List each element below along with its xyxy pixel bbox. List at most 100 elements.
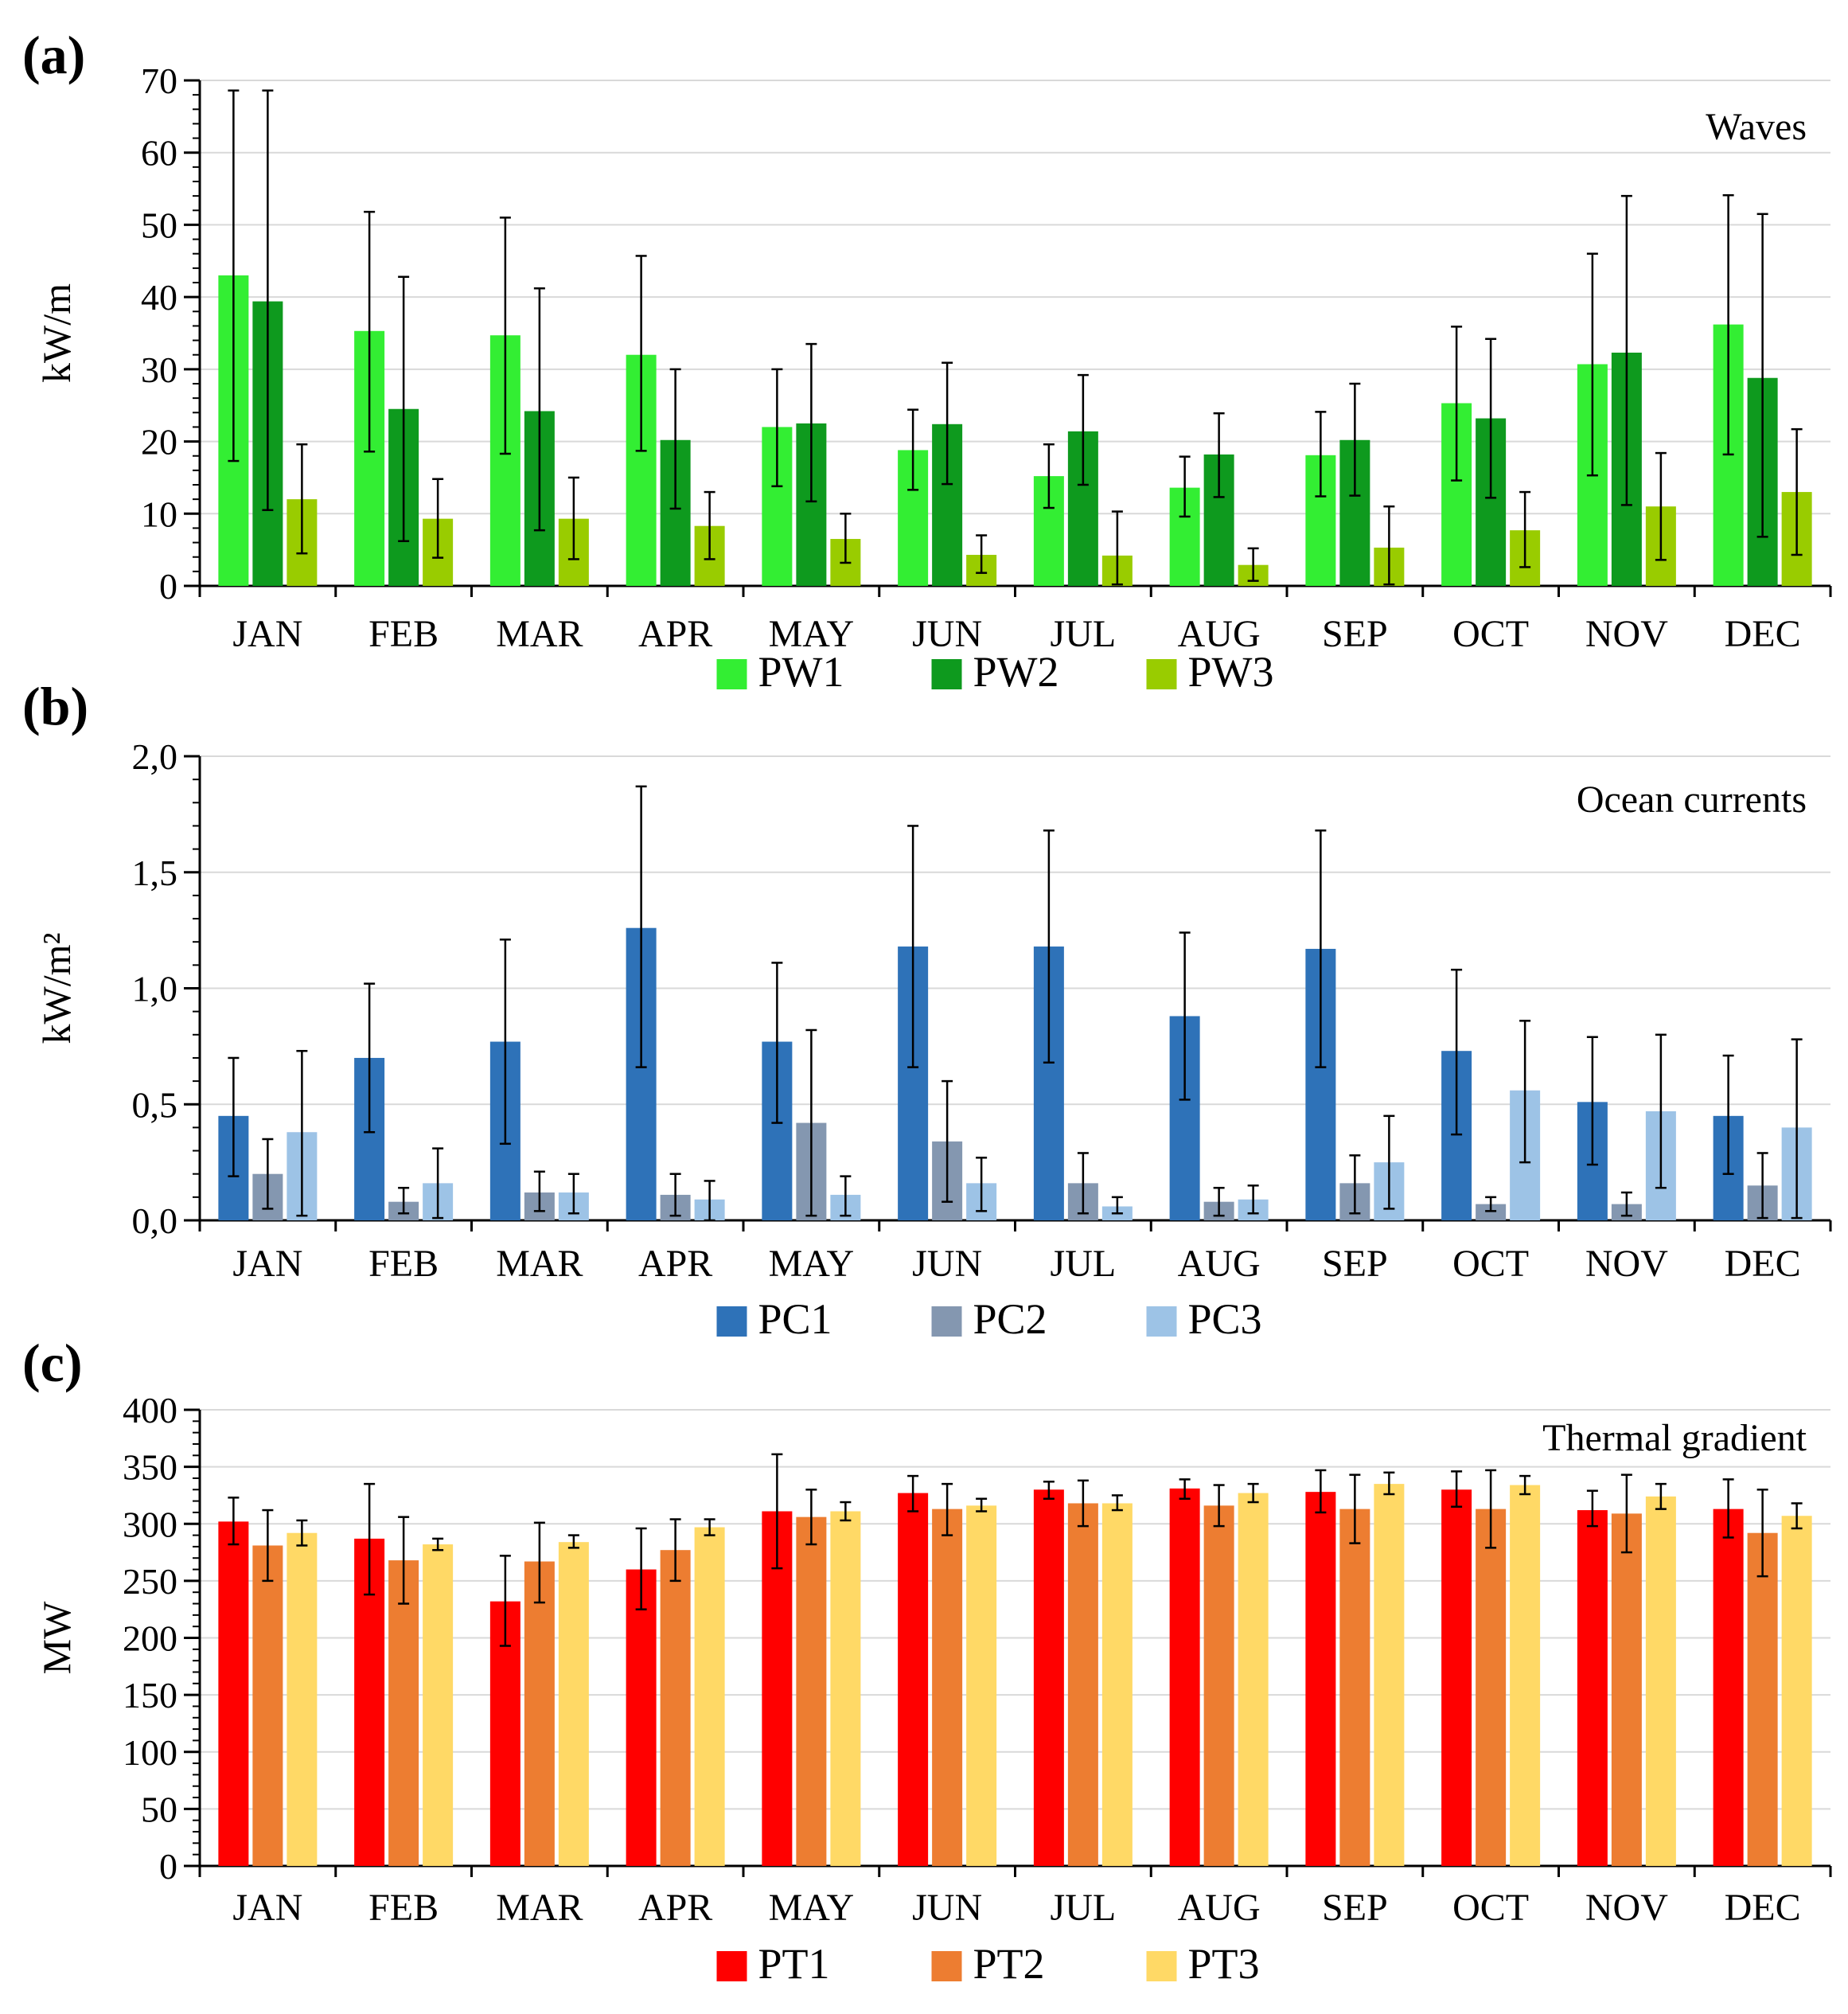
y-tick-label: 0 <box>159 566 177 607</box>
bar-pt1-jun <box>898 1493 929 1866</box>
bar-pt2-may <box>796 1516 827 1866</box>
x-tick-label-jun: JUN <box>912 613 982 655</box>
bar-pt2-jun <box>932 1509 963 1866</box>
x-tick-label-aug: AUG <box>1178 613 1261 655</box>
y-tick-label: 1,0 <box>132 969 178 1009</box>
bar-pt3-jan <box>287 1532 318 1866</box>
legend-swatch-pc1 <box>716 1306 747 1337</box>
legend-label-pt1: PT1 <box>758 1940 830 1988</box>
panel-label: (b) <box>22 676 88 736</box>
bar-pt2-dec <box>1747 1532 1778 1866</box>
legend-label-pt3: PT3 <box>1188 1940 1260 1988</box>
y-tick-label: 40 <box>141 277 177 318</box>
legend-swatch-pc3 <box>1146 1306 1177 1337</box>
legend-label-pt2: PT2 <box>973 1940 1045 1988</box>
y-tick-label: 0,5 <box>132 1084 178 1125</box>
bar-pt1-nov <box>1577 1510 1608 1866</box>
y-tick-label: 100 <box>123 1732 177 1773</box>
bar-pt2-sep <box>1339 1509 1370 1866</box>
bar-pt2-apr <box>660 1550 691 1866</box>
bar-pt2-aug <box>1203 1505 1234 1866</box>
x-tick-label-may: MAY <box>769 613 855 655</box>
y-tick-label: 10 <box>141 494 177 534</box>
legend-swatch-pw3 <box>1146 659 1177 689</box>
bar-pt1-aug <box>1169 1488 1200 1866</box>
bar-pt2-nov <box>1611 1513 1642 1866</box>
bar-pt3-feb <box>423 1544 454 1866</box>
bar-pt3-sep <box>1374 1484 1405 1866</box>
bar-pt1-jan <box>218 1521 249 1866</box>
bar-pt2-jul <box>1067 1503 1098 1866</box>
x-tick-label-jul: JUL <box>1051 1243 1117 1285</box>
y-tick-label: 0 <box>159 1846 177 1887</box>
legend-swatch-pc2 <box>931 1306 962 1337</box>
legend-swatch-pt2 <box>931 1951 962 1981</box>
y-tick-label: 250 <box>123 1561 177 1602</box>
bar-pt2-jan <box>252 1545 283 1866</box>
bar-pt1-apr <box>626 1569 657 1866</box>
y-tick-label: 300 <box>123 1504 177 1544</box>
legend-swatch-pw1 <box>716 659 747 689</box>
legend-label-pc2: PC2 <box>973 1295 1047 1343</box>
legend-label-pc1: PC1 <box>758 1295 832 1343</box>
bar-pt1-may <box>762 1511 793 1866</box>
bar-pt1-sep <box>1305 1492 1336 1866</box>
x-tick-label-jan: JAN <box>232 613 302 655</box>
bar-pt3-jul <box>1101 1503 1133 1866</box>
y-tick-label: 70 <box>141 60 177 101</box>
x-tick-label-aug: AUG <box>1178 1243 1261 1285</box>
y-tick-label: 350 <box>123 1447 177 1488</box>
bar-pt1-oct <box>1441 1489 1472 1866</box>
x-tick-label-dec: DEC <box>1725 1887 1801 1929</box>
legend-label-pw1: PW1 <box>758 648 844 696</box>
x-tick-label-nov: NOV <box>1585 1243 1668 1285</box>
y-tick-label: 1,5 <box>132 853 178 893</box>
bar-pt2-feb <box>388 1560 419 1866</box>
y-axis-label: kW/m² <box>34 933 79 1044</box>
y-tick-label: 150 <box>123 1675 177 1715</box>
x-tick-label-dec: DEC <box>1725 613 1801 655</box>
bar-pt3-may <box>830 1511 861 1866</box>
y-tick-label: 400 <box>123 1390 177 1430</box>
legend-swatch-pt1 <box>716 1951 747 1981</box>
chart-title: Thermal gradient <box>1542 1417 1807 1459</box>
chart-title: Ocean currents <box>1577 779 1807 821</box>
panel-label: (c) <box>22 1333 82 1393</box>
x-tick-label-may: MAY <box>769 1887 855 1929</box>
x-tick-label-oct: OCT <box>1452 613 1529 655</box>
chart-title: Waves <box>1706 106 1807 148</box>
panel-a-waves-chart: (a) Waves kW/m 0 10 20 30 40 50 60 70 JAN FEB MAR APR M… <box>22 25 1832 696</box>
x-tick-label-nov: NOV <box>1585 613 1668 655</box>
bar-pt3-aug <box>1238 1493 1269 1866</box>
y-tick-label: 200 <box>123 1618 177 1659</box>
x-tick-label-jan: JAN <box>232 1887 302 1929</box>
legend-label-pw3: PW3 <box>1188 648 1274 696</box>
x-tick-label-jul: JUL <box>1051 1887 1117 1929</box>
y-axis-label: MW <box>34 1601 79 1674</box>
y-tick-label: 0,0 <box>132 1200 178 1241</box>
bar-pt3-mar <box>558 1542 589 1866</box>
panel-label: (a) <box>22 25 85 85</box>
bar-pt3-apr <box>694 1527 725 1866</box>
bar-pt1-jul <box>1033 1489 1064 1866</box>
x-tick-label-apr: APR <box>638 613 712 655</box>
x-tick-label-aug: AUG <box>1178 1887 1261 1929</box>
legend-swatch-pt3 <box>1146 1951 1177 1981</box>
x-tick-label-jan: JAN <box>232 1243 302 1285</box>
x-tick-label-mar: MAR <box>496 1887 583 1929</box>
y-tick-label: 50 <box>141 1789 177 1829</box>
bar-pt3-dec <box>1781 1516 1812 1866</box>
bar-pt2-mar <box>524 1561 555 1866</box>
bar-pc2-oct <box>1476 1204 1507 1220</box>
legend-label-pc3: PC3 <box>1188 1295 1262 1343</box>
x-tick-label-jun: JUN <box>912 1243 982 1285</box>
y-tick-label: 20 <box>141 422 177 463</box>
y-tick-label: 60 <box>141 133 177 174</box>
x-tick-label-feb: FEB <box>368 1243 439 1285</box>
y-tick-label: 2,0 <box>132 736 178 777</box>
bar-pt3-nov <box>1645 1496 1676 1866</box>
panel-b-ocean-currents-chart: (b) Ocean currents kW/m² 0,0 0,5 1,0 1,5 2,0 JAN… <box>22 676 1832 1343</box>
bar-pt3-jun <box>966 1505 997 1866</box>
x-tick-label-apr: APR <box>638 1887 712 1929</box>
